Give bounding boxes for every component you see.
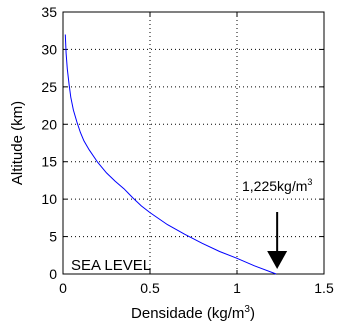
x-tick-label: 0.5 [140,280,160,296]
arrow-head [267,251,288,269]
y-tick-label: 25 [41,79,57,95]
y-tick-label: 5 [49,229,57,245]
value-annotation: 1,225kg/m3 [242,177,312,194]
sea-level-arrow [267,212,288,269]
x-axis-label: Densidade (kg/m3) [131,304,255,322]
y-tick-label: 30 [41,41,57,57]
x-tick-label: 1.5 [314,280,334,296]
y-tick-label: 15 [41,154,57,170]
density-series [64,34,277,275]
y-tick-label: 20 [41,116,57,132]
y-tick-label: 35 [41,4,57,20]
x-tick-label: 0 [59,280,67,296]
y-tick-label: 0 [49,266,57,282]
y-tick-label: 10 [41,191,57,207]
plot-frame [62,11,325,275]
axis-ticks: 0 0.5 1 1.5 0 5 10 15 20 25 30 35 [41,4,334,296]
plot-area [63,12,324,274]
density-curve [64,34,277,275]
x-tick-label: 1 [233,280,241,296]
y-axis-label: Altitude (km) [9,101,26,185]
sea-level-label: SEA LEVEL [71,257,151,274]
